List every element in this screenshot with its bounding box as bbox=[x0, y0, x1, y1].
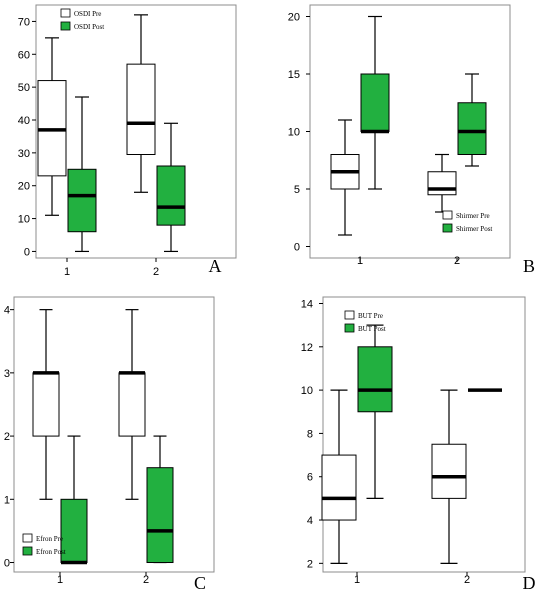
legend-label: Efron Post bbox=[36, 548, 66, 556]
y-tick-label: 12 bbox=[301, 342, 313, 354]
box-post-1 bbox=[360, 15, 390, 190]
x-tick-label: 1 bbox=[357, 255, 363, 267]
box-pre-1 bbox=[330, 119, 360, 236]
y-tick-label: 40 bbox=[18, 115, 30, 127]
box-iqr bbox=[360, 73, 390, 132]
box-iqr bbox=[321, 454, 357, 521]
y-tick-label: 4 bbox=[307, 515, 313, 527]
box-iqr bbox=[357, 346, 393, 413]
box-iqr bbox=[156, 165, 186, 226]
legend-label: BUT Pre bbox=[358, 312, 383, 320]
box-iqr bbox=[146, 467, 174, 564]
box-iqr bbox=[431, 443, 467, 499]
box-post-2 bbox=[156, 122, 186, 253]
box-post-1 bbox=[67, 96, 97, 253]
legend-swatch-pre bbox=[344, 310, 355, 320]
legend-swatch-post bbox=[344, 323, 355, 333]
legend-swatch-pre bbox=[22, 533, 33, 543]
box-post-1 bbox=[357, 324, 393, 499]
chart-panel-a: 0 10 20 30 40 50 60 70 1 2 OSDI Pre OSDI Post A bbox=[18, 4, 237, 278]
x-tick-label: 1 bbox=[64, 266, 70, 278]
y-tick-label: 10 bbox=[288, 127, 300, 139]
y-tick-label: 4 bbox=[4, 305, 10, 317]
box-iqr bbox=[427, 171, 457, 196]
legend-label: OSDI Post bbox=[74, 23, 104, 31]
y-tick-label: 60 bbox=[18, 49, 30, 61]
y-tick-label: 70 bbox=[18, 16, 30, 28]
y-tick-label: 2 bbox=[4, 431, 10, 443]
y-tick-label: 20 bbox=[18, 181, 30, 193]
legend-label: Shirmer Post bbox=[456, 225, 492, 233]
y-tick-label: 0 bbox=[4, 558, 10, 570]
legend-label: Shirmer Pre bbox=[456, 212, 490, 220]
x-tick-label: 2 bbox=[464, 574, 470, 586]
plot-frame bbox=[35, 4, 237, 259]
x-tick-label: 2 bbox=[454, 255, 460, 267]
panel-letter: B bbox=[523, 256, 535, 276]
y-tick-label: 10 bbox=[18, 214, 30, 226]
box-pre-2 bbox=[431, 389, 467, 564]
legend-label: Efron Pre bbox=[36, 535, 63, 543]
y-tick-label: 15 bbox=[288, 69, 300, 81]
legend-swatch-pre bbox=[442, 210, 453, 220]
box-post-2 bbox=[146, 435, 174, 564]
box-iqr bbox=[67, 168, 97, 233]
y-tick-label: 2 bbox=[307, 558, 313, 570]
x-tick-label: 1 bbox=[354, 574, 360, 586]
legend-swatch-post bbox=[22, 546, 33, 556]
x-tick-label: 1 bbox=[57, 574, 63, 586]
box-iqr bbox=[457, 102, 487, 155]
box-iqr bbox=[32, 372, 60, 437]
y-tick-label: 20 bbox=[288, 12, 300, 24]
box-post-2 bbox=[457, 73, 487, 167]
plot-frame bbox=[13, 296, 215, 573]
panel-letter: A bbox=[209, 256, 222, 276]
x-tick-label: 2 bbox=[153, 266, 159, 278]
panel-letter: D bbox=[523, 573, 536, 592]
box-pre-1 bbox=[37, 37, 67, 216]
y-tick-label: 0 bbox=[294, 242, 300, 254]
y-tick-label: 3 bbox=[4, 368, 10, 380]
box-iqr bbox=[126, 63, 156, 155]
y-tick-label: 8 bbox=[307, 428, 313, 440]
box-pre-2 bbox=[427, 153, 457, 213]
y-tick-label: 10 bbox=[301, 385, 313, 397]
box-iqr bbox=[118, 372, 146, 437]
box-pre-1 bbox=[321, 389, 357, 564]
y-tick-label: 14 bbox=[301, 298, 313, 310]
legend-label: OSDI Pre bbox=[74, 10, 101, 18]
panel-letter: C bbox=[194, 573, 206, 592]
y-tick-label: 0 bbox=[24, 246, 30, 258]
legend-swatch-post bbox=[60, 21, 71, 31]
box-pre-1 bbox=[32, 309, 60, 500]
box-pre-2 bbox=[118, 309, 146, 500]
y-tick-label: 5 bbox=[294, 184, 300, 196]
y-tick-label: 50 bbox=[18, 82, 30, 94]
x-tick-label: 2 bbox=[143, 574, 149, 586]
y-tick-label: 1 bbox=[4, 494, 10, 506]
legend-swatch-pre bbox=[60, 8, 71, 18]
y-tick-label: 6 bbox=[307, 472, 313, 484]
plot-frame bbox=[322, 296, 526, 573]
legend-label: BUT Post bbox=[358, 325, 386, 333]
chart-panel-b: 0 5 10 15 20 1 2 Shirmer Pre Shirmer Post B bbox=[288, 4, 535, 276]
box-post-1 bbox=[60, 435, 88, 565]
legend-swatch-post bbox=[442, 223, 453, 233]
box-pre-2 bbox=[126, 14, 156, 193]
chart-panel-c: 0 1 2 3 4 1 2 Efron Pre Efron Post C bbox=[4, 296, 215, 592]
y-tick-label: 30 bbox=[18, 148, 30, 160]
box-iqr bbox=[60, 498, 88, 564]
